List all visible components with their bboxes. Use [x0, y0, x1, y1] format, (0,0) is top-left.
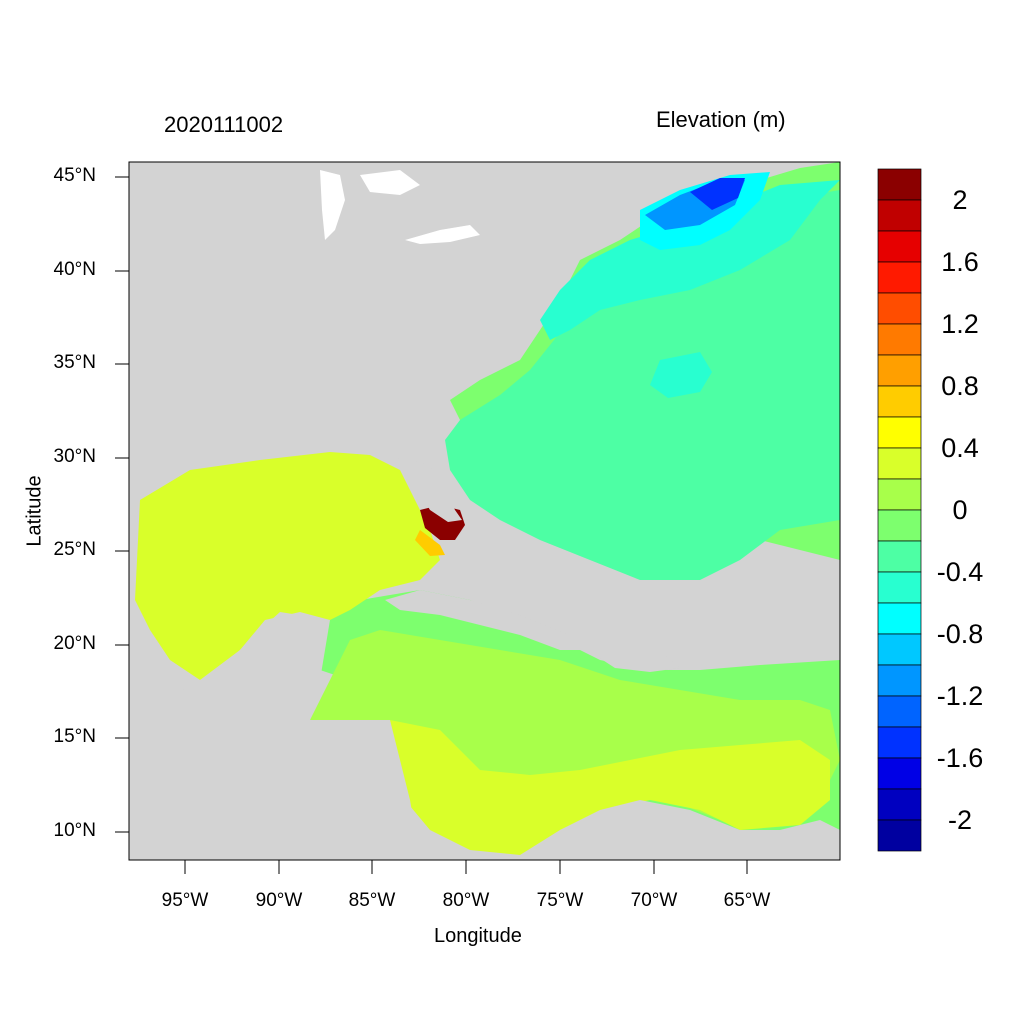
x-tick-label: 90°W	[255, 890, 303, 911]
atlantic-anomaly-cyan	[540, 180, 840, 340]
y-tick-label: 10°N	[53, 820, 96, 841]
y-tick-label: 35°N	[53, 352, 96, 373]
colorbar-label: 1.6	[941, 247, 979, 277]
x-tick-marks	[184, 860, 748, 874]
colorbar-label: -1.2	[936, 681, 984, 711]
caribbean-south	[390, 720, 830, 855]
colorbar-swatch	[877, 354, 922, 387]
colorbar-swatch	[877, 261, 922, 294]
colorbar-swatch	[877, 230, 922, 263]
colorbar-swatch	[877, 199, 922, 232]
variable-title: Elevation (m)	[656, 107, 786, 132]
colorbar-label: 1.2	[941, 309, 979, 339]
colorbar-swatch	[877, 788, 922, 821]
colorbar-label: 0.4	[941, 433, 979, 463]
colorbar-label: -2	[947, 805, 972, 835]
y-tick-label: 30°N	[53, 446, 96, 467]
colorbar-swatch	[877, 447, 922, 480]
x-tick-label: 80°W	[442, 890, 490, 911]
colorbar-label: -0.4	[936, 557, 984, 587]
colorbar-label: -0.8	[936, 619, 984, 649]
great-lakes	[320, 170, 480, 244]
gulf-of-mexico	[135, 452, 440, 680]
hispaniola-land	[595, 648, 680, 672]
atlantic-anomaly-cyan-2	[650, 352, 712, 398]
colorbar-label: -1.6	[936, 743, 984, 773]
colorbar-label: 2	[952, 185, 968, 215]
cuba-land	[385, 590, 590, 650]
map-area	[129, 162, 840, 860]
colorbar-swatch	[877, 416, 922, 449]
florida-land	[395, 458, 462, 522]
y-tick-label: 15°N	[53, 726, 96, 747]
colorbar-swatch	[877, 726, 922, 759]
y-axis-label: Latitude	[23, 475, 46, 547]
gulf-of-maine-low-3	[690, 178, 745, 210]
map-frame	[128, 161, 841, 861]
forecast-timestamp: 2020111002	[164, 112, 284, 137]
colorbar-label: 0.8	[941, 371, 979, 401]
colorbar-swatch	[877, 478, 922, 511]
colorbar-swatch	[877, 602, 922, 635]
colorbar-label: 0	[952, 495, 968, 525]
x-tick-label: 70°W	[630, 890, 678, 911]
colorbar-swatch	[877, 757, 922, 790]
x-tick-label: 95°W	[161, 890, 209, 911]
colorbar-swatch	[877, 819, 922, 852]
colorbar-swatch	[877, 385, 922, 418]
x-tick-label: 75°W	[536, 890, 584, 911]
colorbar-swatch	[877, 633, 922, 666]
colorbar-swatch	[877, 664, 922, 697]
atlantic-anomaly-low	[445, 190, 840, 580]
x-tick-label: 85°W	[348, 890, 396, 911]
colorbar-swatch	[877, 168, 922, 201]
colorbar-swatch	[877, 292, 922, 325]
y-tick-label: 20°N	[53, 633, 96, 654]
y-tick-marks	[115, 176, 129, 833]
colorbar	[877, 168, 922, 852]
x-axis-label: Longitude	[434, 925, 522, 947]
y-tick-label: 25°N	[53, 539, 96, 560]
south-america-land	[540, 800, 840, 860]
colorbar-swatch	[877, 509, 922, 542]
colorbar-swatch	[877, 695, 922, 728]
x-tick-label: 65°W	[723, 890, 771, 911]
y-tick-label: 40°N	[53, 259, 96, 280]
y-tick-label: 45°N	[53, 165, 96, 186]
colorbar-swatch	[877, 323, 922, 356]
colorbar-swatch	[877, 571, 922, 604]
central-america-land	[129, 612, 420, 860]
colorbar-swatch	[877, 540, 922, 573]
florida-west-coast	[415, 530, 445, 556]
